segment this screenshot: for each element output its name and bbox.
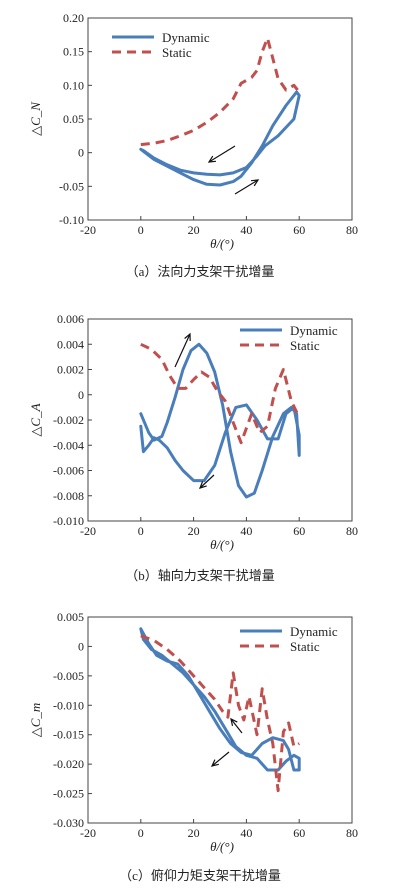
direction-arrow-shaft xyxy=(199,474,215,489)
direction-arrow-head xyxy=(198,481,207,489)
y-tick-label: 0 xyxy=(78,639,84,653)
tick-labels: -20 0 20 40 60 80 -0.010 -0.008 -0.006 -0.004 -0.0… xyxy=(53,312,358,538)
legend-label-dynamic: Dynamic xyxy=(162,30,210,45)
y-tick-label: 0.006 xyxy=(57,312,84,326)
axes-frame xyxy=(87,17,353,221)
series-line-static xyxy=(140,36,301,147)
legend: Dynamic Static xyxy=(240,624,338,654)
y-tick-label: 0.05 xyxy=(63,112,84,126)
series-line-dynamic xyxy=(139,627,301,772)
annotation-arrows xyxy=(210,717,243,767)
x-axis-label: θ/(°) xyxy=(210,537,234,552)
legend: Dynamic Static xyxy=(240,323,338,353)
y-tick-label: -0.020 xyxy=(53,757,84,771)
legend-label-dynamic: Dynamic xyxy=(290,323,338,338)
y-tick-label: -0.015 xyxy=(53,728,84,742)
chart-panel-b: -20 0 20 40 60 80 -0.010 -0.008 -0.006 -0.004 -0.0… xyxy=(28,312,358,583)
legend-label-static: Static xyxy=(290,639,320,654)
y-axis-label: △C_N xyxy=(28,101,43,136)
x-tick-label: 80 xyxy=(346,223,358,237)
y-tick-label: -0.008 xyxy=(53,489,84,503)
series-group xyxy=(139,342,301,499)
y-tick-label: 0.002 xyxy=(57,363,84,377)
y-tick-label: -0.006 xyxy=(53,464,84,478)
series-line-static xyxy=(140,342,301,445)
legend-label-static: Static xyxy=(290,338,320,353)
y-tick-label: 0 xyxy=(78,146,84,160)
y-tick-label: 0.20 xyxy=(63,11,84,25)
legend: Dynamic Static xyxy=(112,30,210,60)
y-tick-label: 0 xyxy=(78,388,84,402)
y-tick-label: -0.002 xyxy=(53,413,84,427)
x-axis-label: θ/(°) xyxy=(210,839,234,854)
direction-arrow-shaft xyxy=(230,718,243,734)
annotation-arrows xyxy=(174,332,215,489)
legend-label-static: Static xyxy=(162,45,192,60)
series-line-dynamic xyxy=(139,342,301,499)
direction-arrow-shaft xyxy=(174,333,191,368)
axes-frame xyxy=(87,616,353,824)
chart-caption: （a）法向力支架干扰增量 xyxy=(126,264,275,279)
x-tick-label: 60 xyxy=(293,524,305,538)
series-line-dynamic xyxy=(139,90,301,187)
chart-panel-a: -20 0 20 40 60 80-0.10-0.0500.050.100.150.20 … xyxy=(28,11,358,279)
direction-arrow-head xyxy=(210,759,219,767)
x-tick-label: -20 xyxy=(80,223,96,237)
x-tick-label: 0 xyxy=(138,524,144,538)
y-tick-label: -0.05 xyxy=(59,179,84,193)
y-axis-label: △C_m xyxy=(28,703,43,738)
chart-caption: （c）俯仰力矩支架干扰增量 xyxy=(119,868,281,883)
series-line-static xyxy=(140,634,300,793)
x-tick-label: 20 xyxy=(188,826,200,840)
y-tick-label: -0.004 xyxy=(53,438,84,452)
x-axis-label: θ/(°) xyxy=(210,236,234,251)
direction-arrow-shaft xyxy=(234,179,259,195)
direction-arrow-shaft xyxy=(208,145,236,163)
y-tick-label: 0.004 xyxy=(57,337,84,351)
x-tick-label: 40 xyxy=(240,826,252,840)
y-tick-label: -0.010 xyxy=(53,514,84,528)
x-tick-label: -20 xyxy=(80,826,96,840)
y-tick-label: 0.15 xyxy=(63,45,84,59)
x-tick-label: -20 xyxy=(80,524,96,538)
x-tick-label: 40 xyxy=(240,524,252,538)
plot-area-frame xyxy=(87,17,353,221)
direction-arrow-head xyxy=(230,717,238,726)
y-tick-label: 0.10 xyxy=(63,78,84,92)
tick-labels: -20 0 20 40 60 80 -0.10 -0.05 0 0.05 0.10 0.15 0.20 xyxy=(59,11,358,237)
chart-panel-c: -20 0 20 40 60 80 -0.030 -0.025 -0.020 -0.015 -0.0… xyxy=(28,610,358,883)
x-tick-label: 40 xyxy=(240,223,252,237)
x-tick-label: 0 xyxy=(138,826,144,840)
y-tick-label: -0.025 xyxy=(53,787,84,801)
direction-arrow-shaft xyxy=(211,751,230,767)
x-tick-label: 80 xyxy=(346,826,358,840)
y-tick-label: -0.10 xyxy=(59,213,84,227)
y-tick-label: -0.010 xyxy=(53,698,84,712)
chart-caption: （b）轴向力支架干扰增量 xyxy=(125,568,275,583)
direction-arrow-head xyxy=(184,332,191,342)
direction-arrow-head xyxy=(207,155,217,163)
x-tick-label: 20 xyxy=(188,223,200,237)
x-tick-label: 0 xyxy=(138,223,144,237)
x-tick-label: 60 xyxy=(293,223,305,237)
x-tick-label: 80 xyxy=(346,524,358,538)
x-tick-label: 60 xyxy=(293,826,305,840)
y-tick-label: -0.030 xyxy=(53,816,84,830)
legend-label-dynamic: Dynamic xyxy=(290,624,338,639)
x-tick-label: 20 xyxy=(188,524,200,538)
direction-arrow-head xyxy=(250,179,260,187)
annotation-arrows xyxy=(207,145,260,195)
tick-labels: -20 0 20 40 60 80 -0.030 -0.025 -0.020 -0.015 -0.0… xyxy=(53,610,358,840)
series-group xyxy=(139,36,301,187)
series-group xyxy=(139,627,301,793)
plot-area-frame xyxy=(87,616,353,824)
y-tick-label: 0.005 xyxy=(57,610,84,624)
y-tick-label: -0.005 xyxy=(53,669,84,683)
y-axis-label: △C_A xyxy=(28,403,43,436)
